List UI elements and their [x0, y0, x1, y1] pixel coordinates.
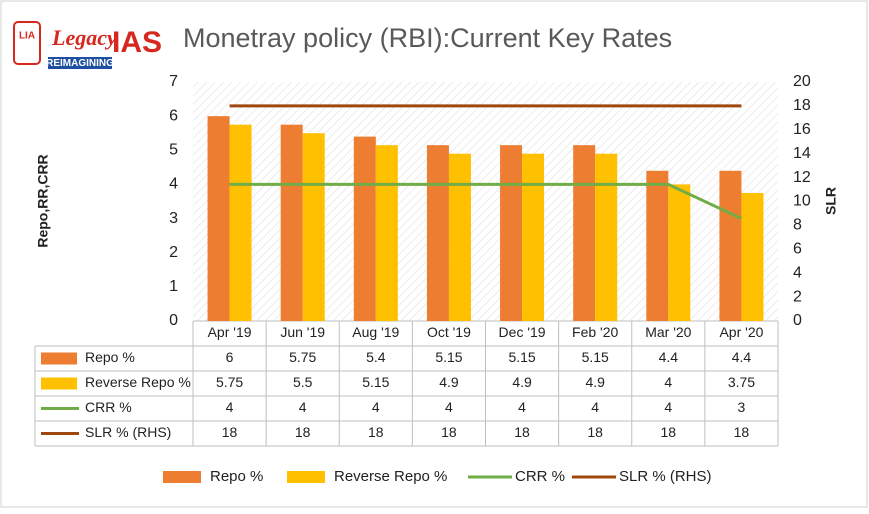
table-value: 18 — [734, 424, 750, 440]
logo-tagline: REIMAGINING — [46, 58, 114, 69]
y2-tick-label: 8 — [793, 217, 802, 234]
y2-tick-label: 4 — [793, 264, 802, 281]
y-tick-label: 2 — [169, 244, 178, 261]
y-tick-label: 3 — [169, 210, 178, 227]
x-tick-label: Feb '20 — [572, 324, 618, 340]
bar — [426, 145, 449, 321]
table-value: 5.15 — [362, 374, 389, 390]
table-value: 4 — [518, 399, 526, 415]
table-value: 4.4 — [659, 349, 679, 365]
table-value: 4 — [299, 399, 307, 415]
table-value: 5.15 — [508, 349, 535, 365]
bar — [573, 145, 596, 321]
bar — [646, 170, 669, 321]
x-tick-label: Dec '19 — [499, 324, 546, 340]
bar — [741, 192, 764, 321]
table-value: 18 — [368, 424, 384, 440]
y-tick-label: 0 — [169, 312, 178, 329]
x-tick-label: Oct '19 — [427, 324, 471, 340]
table-value: 18 — [295, 424, 311, 440]
table-value: 4.9 — [585, 374, 605, 390]
bar — [302, 133, 325, 321]
legend-key — [163, 471, 201, 483]
bar — [448, 153, 471, 321]
y2-tick-label: 0 — [793, 312, 802, 329]
y2-tick-label: 14 — [793, 145, 811, 162]
legend-key — [41, 352, 77, 365]
table-value: 4.9 — [512, 374, 532, 390]
table-value: 5.75 — [289, 349, 316, 365]
logo-word: Legacy — [51, 25, 117, 50]
y2-tick-label: 16 — [793, 121, 811, 138]
table-value: 4 — [664, 399, 672, 415]
line-series — [229, 182, 743, 220]
legend-key — [41, 377, 77, 390]
logo-bar — [48, 57, 112, 69]
bar — [719, 170, 742, 321]
table-series-name: SLR % (RHS) — [85, 424, 171, 440]
table-value: 18 — [222, 424, 238, 440]
x-tick-label: Aug '19 — [352, 324, 399, 340]
y2-tick-label: 20 — [793, 73, 811, 90]
table-value: 4 — [445, 399, 453, 415]
legend-label: Repo % — [210, 468, 263, 485]
table-value: 4.4 — [732, 349, 752, 365]
table-value: 4 — [591, 399, 599, 415]
table-value: 4 — [372, 399, 380, 415]
table-value: 6 — [226, 349, 234, 365]
y-tick-label: 4 — [169, 176, 178, 193]
table-value: 5.75 — [216, 374, 243, 390]
logo-brand: IAS — [112, 26, 162, 59]
bar — [280, 124, 303, 321]
y2-tick-label: 2 — [793, 288, 802, 305]
x-tick-label: Jun '19 — [280, 324, 325, 340]
table-value: 5.4 — [366, 349, 386, 365]
table-value: 4 — [226, 399, 234, 415]
y-tick-label: 1 — [169, 278, 178, 295]
y2-tick-label: 12 — [793, 169, 811, 186]
x-tick-label: Apr '19 — [208, 324, 252, 340]
table-value: 5.15 — [582, 349, 609, 365]
table-value: 18 — [441, 424, 457, 440]
y2-tick-label: 10 — [793, 193, 811, 210]
bar — [522, 153, 545, 321]
legend-key — [287, 471, 325, 483]
table-value: 5.15 — [435, 349, 462, 365]
legend-label: Reverse Repo % — [334, 468, 447, 485]
table-value: 5.5 — [293, 374, 313, 390]
table-series-name: Repo % — [85, 349, 135, 365]
table-series-name: Reverse Repo % — [85, 374, 191, 390]
table-series-name: CRR % — [85, 399, 132, 415]
logo: LIA Legacy IAS REIMAGINING — [13, 21, 162, 69]
table-value: 3 — [738, 399, 746, 415]
bar — [500, 145, 523, 321]
legend-label: CRR % — [515, 468, 565, 485]
y-tick-label: 7 — [169, 73, 178, 90]
y-tick-label: 5 — [169, 142, 178, 159]
bar — [668, 184, 691, 321]
table-value: 3.75 — [728, 374, 755, 390]
y2-tick-label: 18 — [793, 97, 811, 114]
bar — [375, 145, 398, 321]
y-axis-label: Repo,RR,CRR — [35, 154, 51, 247]
bar — [229, 124, 252, 321]
logo-icon — [13, 21, 41, 65]
table-value: 4.9 — [439, 374, 459, 390]
x-tick-label: Apr '20 — [719, 324, 763, 340]
y2-tick-label: 6 — [793, 241, 802, 258]
table-value: 4 — [664, 374, 672, 390]
bar — [353, 136, 376, 321]
table-value: 18 — [661, 424, 677, 440]
x-tick-label: Mar '20 — [645, 324, 691, 340]
chart-title: Monetray policy (RBI):Current Key Rates — [183, 23, 672, 53]
y-tick-label: 6 — [169, 107, 178, 124]
legend-label: SLR % (RHS) — [619, 468, 712, 485]
table-value: 18 — [514, 424, 530, 440]
logo-badge: LIA — [19, 31, 35, 42]
bar — [207, 116, 230, 322]
y2-axis-label: SLR — [823, 187, 839, 215]
table-value: 18 — [587, 424, 603, 440]
bar — [595, 153, 618, 321]
